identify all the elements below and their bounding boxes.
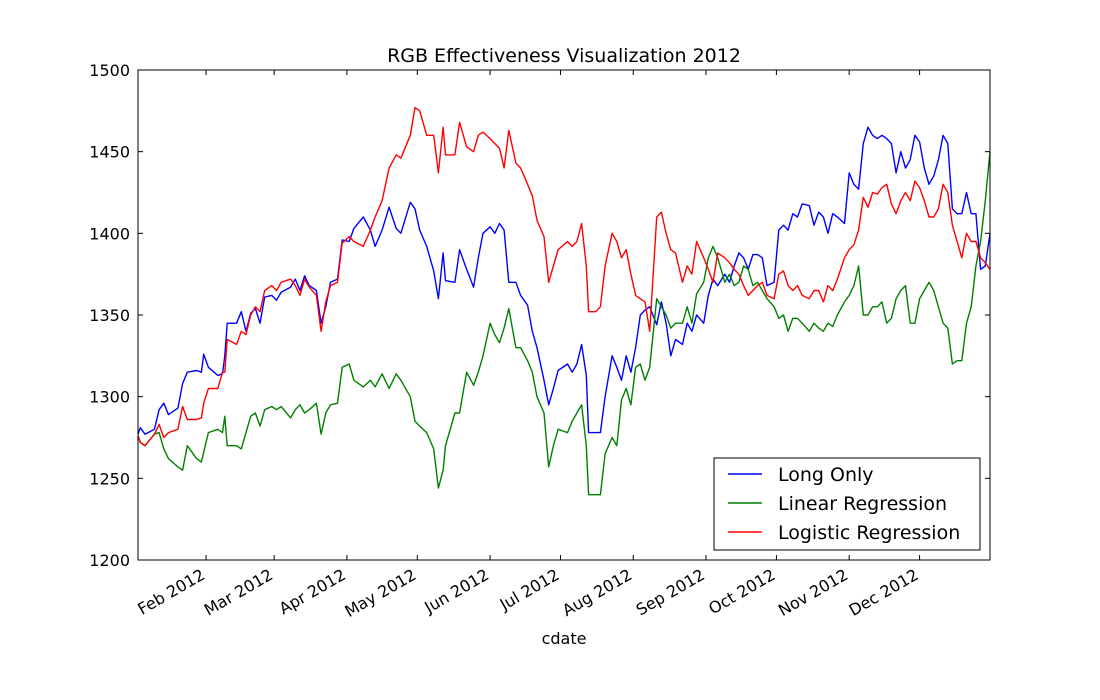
series-layer (137, 106, 991, 496)
legend-label: Long Only (778, 464, 874, 486)
legend-label: Logistic Regression (778, 522, 960, 544)
y-tick-label: 1200 (89, 551, 130, 570)
legend: Long Only Linear Regression Logistic Regre… (713, 457, 981, 551)
y-tick-label: 1350 (89, 306, 130, 325)
y-tick-label: 1250 (89, 469, 130, 488)
series-line-long-only (137, 126, 991, 435)
x-axis-label: cdate (542, 629, 587, 648)
y-tick-label: 1400 (89, 224, 130, 243)
y-tick-label: 1500 (89, 61, 130, 80)
series-line-logistic-regression (137, 106, 991, 447)
y-axis: 1200 1250 1300 1350 1400 1450 1500 (89, 61, 990, 570)
chart-title: RGB Effectiveness Visualization 2012 (387, 45, 741, 67)
legend-label: Linear Regression (778, 493, 947, 515)
series-line-linear-regression (137, 151, 991, 496)
y-tick-label: 1450 (89, 143, 130, 162)
y-tick-label: 1300 (89, 388, 130, 407)
